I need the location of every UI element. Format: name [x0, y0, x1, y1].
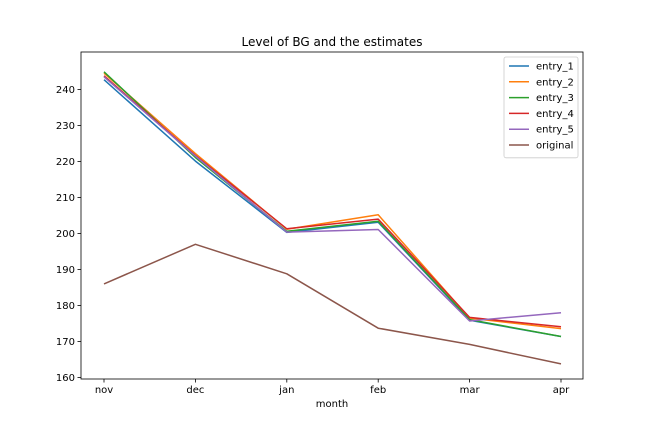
series-line-entry-2 — [103, 72, 562, 330]
x-axis: nov dec jan feb mar apr — [95, 379, 570, 396]
x-tick-label: nov — [95, 385, 113, 396]
y-tick-label: 200 — [56, 229, 75, 240]
legend-label: entry_1 — [536, 62, 574, 73]
y-tick-label: 220 — [56, 157, 75, 168]
series-line-entry-5 — [103, 76, 562, 322]
y-tick-label: 180 — [56, 301, 75, 312]
legend-label: entry_4 — [536, 109, 574, 120]
x-tick-label: dec — [186, 385, 204, 396]
x-tick-label: jan — [278, 385, 294, 396]
y-tick-label: 210 — [56, 193, 75, 204]
y-axis: 160 170 180 190 200 210 220 230 240 — [56, 85, 81, 384]
x-tick-label: feb — [370, 385, 386, 396]
legend-label: entry_3 — [536, 93, 574, 104]
x-tick-label: apr — [553, 385, 570, 396]
chart-title: Level of BG and the estimates — [242, 35, 423, 49]
series-line-entry-4 — [103, 75, 562, 328]
y-tick-label: 170 — [56, 337, 75, 348]
y-tick-label: 240 — [56, 85, 75, 96]
plot-area — [103, 71, 562, 365]
x-axis-title: month — [316, 399, 348, 410]
y-tick-label: 230 — [56, 121, 75, 132]
legend-label: entry_2 — [536, 77, 574, 88]
series-line-original — [103, 243, 562, 365]
plot-frame — [80, 51, 584, 380]
legend-label: original — [536, 141, 573, 152]
legend: entry_1 entry_2 entry_3 entry_4 entry_5origi… — [503, 56, 579, 159]
x-tick-label: mar — [460, 385, 481, 396]
series-line-entry-1 — [103, 79, 562, 338]
series-line-entry-3 — [103, 71, 562, 338]
y-tick-label: 160 — [56, 373, 75, 384]
legend-label: entry_5 — [536, 125, 574, 136]
y-tick-label: 190 — [56, 265, 75, 276]
